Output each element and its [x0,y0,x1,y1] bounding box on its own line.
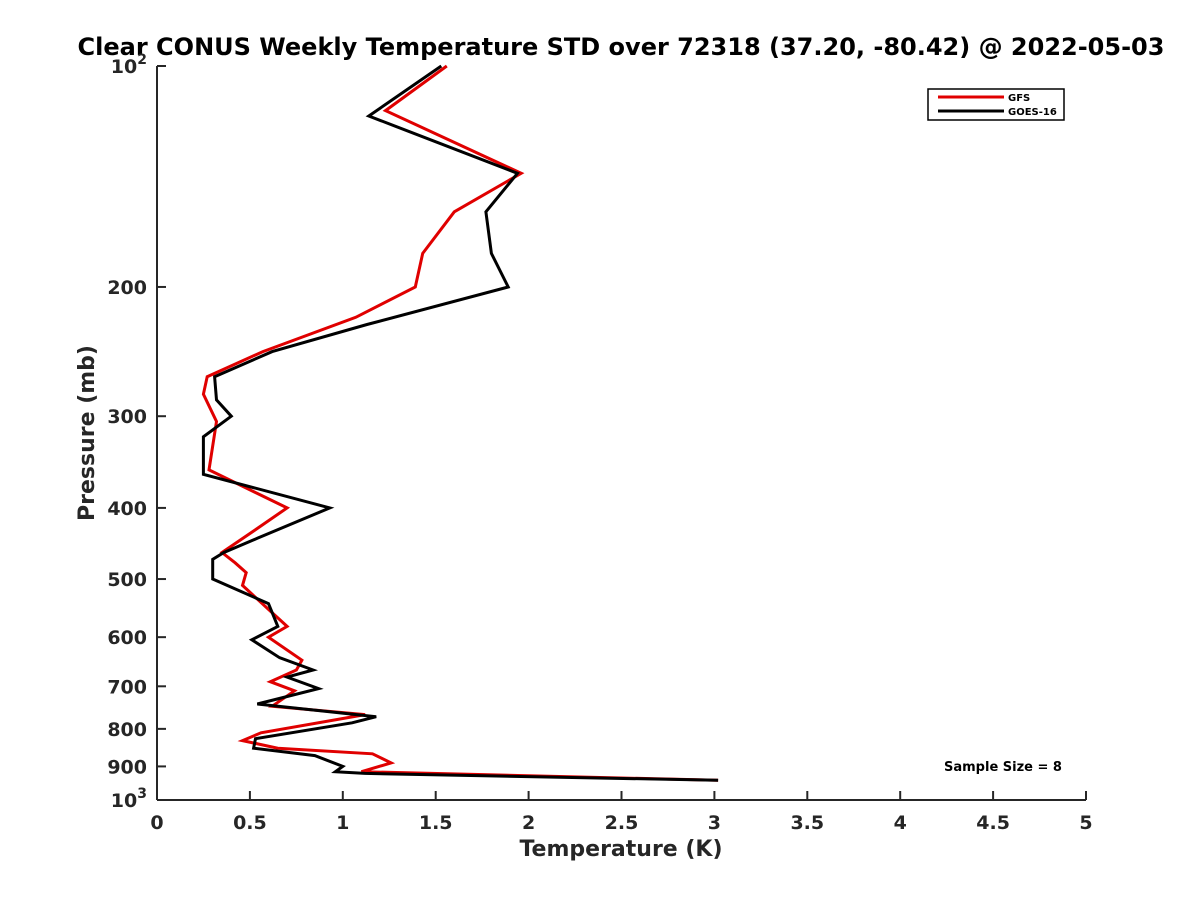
x-tick-label: 2 [522,812,535,834]
legend-label-goes16: GOES-16 [1008,107,1057,118]
sample-size-annotation: Sample Size = 8 [944,760,1062,775]
y-axis-label: Pressure (mb) [75,345,100,521]
x-tick-label: 1.5 [419,812,453,834]
x-tick-label: 4.5 [976,812,1010,834]
y-tick-label: 300 [107,406,147,428]
x-tick-label: 1 [336,812,349,834]
plot-lines [201,64,719,782]
chart-title: Clear CONUS Weekly Temperature STD over … [78,33,1165,61]
legend-box [927,88,1065,121]
x-axis-label: Temperature (K) [519,837,722,862]
x-tick-label: 3 [708,812,721,834]
y-tick-label: 400 [107,498,147,520]
y-ticks: 102 200 300 400 500 600 700 800 900 103 [107,52,166,812]
legend: GFS GOES-16 [927,88,1065,121]
y-tick-label: 500 [107,569,147,591]
series-line-goes-16 [201,64,719,782]
series-line-gfs [201,64,719,782]
x-ticks: 0 0.5 1 1.5 2 2.5 3 3.5 4 4.5 5 [150,791,1093,834]
y-tick-label: 800 [107,719,147,741]
y-tick-label: 200 [107,277,147,299]
x-tick-label: 0.5 [233,812,267,834]
x-tick-label: 3.5 [790,812,824,834]
x-tick-label: 0 [150,812,163,834]
legend-label-gfs: GFS [1008,93,1030,104]
y-tick-label: 600 [107,627,147,649]
x-tick-label: 4 [894,812,907,834]
x-tick-label: 2.5 [605,812,639,834]
y-tick-label: 700 [107,676,147,698]
y-tick-label: 900 [107,756,147,778]
y-tick-label: 103 [111,786,147,812]
y-tick-label: 102 [111,52,147,78]
x-tick-label: 5 [1079,812,1092,834]
